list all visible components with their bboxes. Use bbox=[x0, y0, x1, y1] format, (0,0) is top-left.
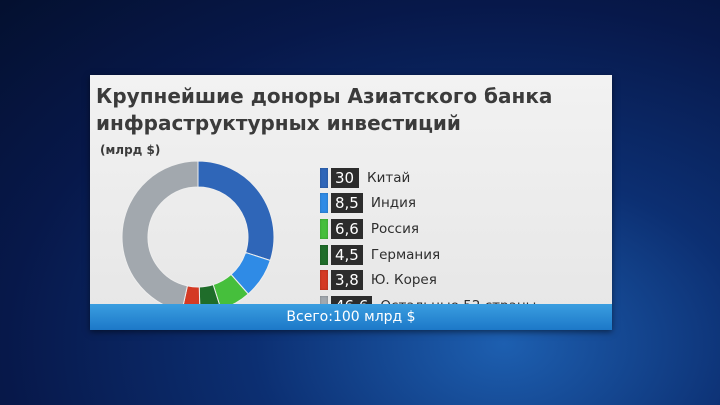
legend-item: 30 Китай bbox=[320, 165, 536, 191]
legend-item: 4,5 Германия bbox=[320, 242, 536, 268]
legend-swatch bbox=[320, 244, 328, 265]
legend-value: 8,5 bbox=[331, 193, 363, 214]
legend-item: 3,8 Ю. Корея bbox=[320, 267, 536, 293]
donut-chart bbox=[121, 160, 275, 314]
chart-title-line-2: инфраструктурных инвестиций bbox=[96, 111, 461, 135]
legend-value: 30 bbox=[331, 167, 359, 188]
legend-label: Ю. Корея bbox=[370, 272, 437, 289]
infographic-panel: Крупнейшие доноры Азиатского банка инфра… bbox=[90, 75, 612, 330]
legend-label: Россия bbox=[370, 220, 419, 237]
chart-title: Крупнейшие доноры Азиатского банка инфра… bbox=[96, 83, 606, 137]
legend-label: Германия bbox=[370, 246, 441, 263]
total-footer: Всего:100 млрд $ bbox=[90, 304, 612, 330]
unit-label: (млрд $) bbox=[100, 143, 161, 157]
legend-value: 4,5 bbox=[331, 244, 363, 265]
legend-item: 8,5 Индия bbox=[320, 191, 536, 217]
legend-swatch bbox=[320, 193, 328, 214]
legend-swatch bbox=[320, 270, 328, 291]
legend-value: 6,6 bbox=[331, 218, 363, 239]
chart-title-line-1: Крупнейшие доноры Азиатского банка bbox=[96, 84, 553, 108]
legend-label: Индия bbox=[370, 195, 417, 212]
legend-label: Китай bbox=[367, 169, 411, 186]
legend-swatch bbox=[320, 167, 328, 188]
legend: 30 Китай 8,5 Индия 6,6 Россия 4,5 Германия 3,8 Ю.… bbox=[320, 165, 536, 319]
donut-slice-1 bbox=[197, 160, 275, 262]
legend-value: 3,8 bbox=[331, 270, 363, 291]
legend-item: 6,6 Россия bbox=[320, 216, 536, 242]
donut-slice-6 bbox=[121, 160, 199, 312]
legend-swatch bbox=[320, 218, 328, 239]
